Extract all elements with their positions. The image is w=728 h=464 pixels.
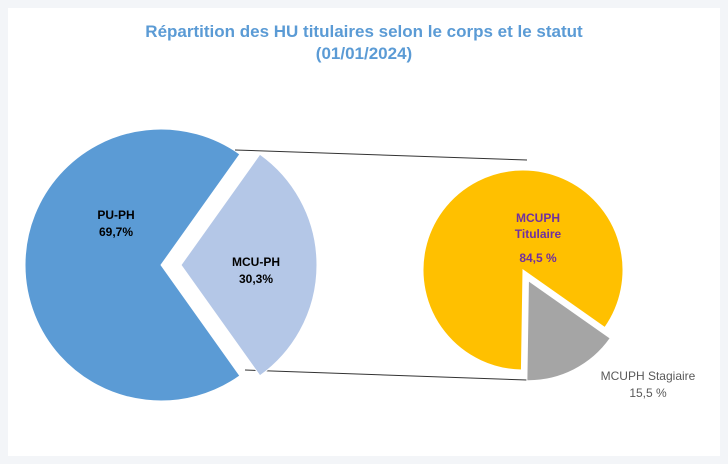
pie-slice — [422, 169, 624, 371]
slice-value-label: 15,5 % — [629, 386, 667, 400]
connector-line — [244, 369, 528, 381]
slice-label: MCU-PH — [232, 255, 280, 269]
slice-value-label: 30,3% — [238, 272, 274, 286]
chart-canvas — [24, 128, 624, 402]
slice-label: MCUPH Stagiaire — [600, 369, 696, 383]
slice-label: PU-PH — [97, 208, 135, 222]
pie-slice — [180, 153, 318, 377]
pie-slice — [24, 128, 241, 402]
chart-title: Répartition des HU titulaires selon le c… — [145, 22, 583, 41]
slice-value-label: 69,7% — [98, 225, 134, 239]
slice-value-label: 84,5 % — [519, 251, 557, 265]
slice-label: MCUPH Titulaire — [514, 211, 562, 241]
connector-line — [234, 149, 528, 161]
chart-subtitle: (01/01/2024) — [315, 44, 413, 63]
chart: Répartition des HU titulaires selon le c… — [8, 8, 720, 456]
pie-slice — [526, 279, 611, 382]
